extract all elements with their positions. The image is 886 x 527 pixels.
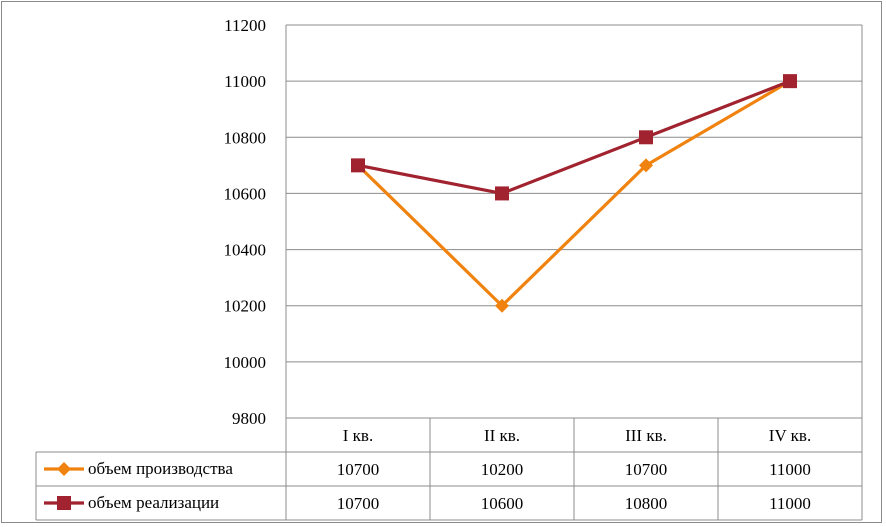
- series-lines: [351, 74, 797, 313]
- gridlines: [285, 24, 863, 419]
- category-label: III кв.: [625, 426, 667, 445]
- y-tick-label: 11000: [224, 72, 266, 91]
- data-point: [783, 74, 797, 89]
- category-label: II кв.: [484, 426, 520, 445]
- y-tick-label: 10200: [224, 297, 267, 316]
- data-table-cell: 11000: [769, 494, 811, 513]
- data-point: [495, 298, 509, 313]
- y-tick-label: 11200: [224, 16, 266, 35]
- y-tick-label: 10800: [224, 128, 267, 147]
- series-line-1: [356, 79, 791, 308]
- series-line-2: [357, 79, 791, 196]
- data-table-cell: 10800: [625, 494, 668, 513]
- data-table-cell: 10700: [625, 460, 668, 479]
- data-table-cell: 10600: [481, 494, 524, 513]
- data-table-cell: 11000: [769, 460, 811, 479]
- legend-label: объем реализации: [88, 493, 219, 512]
- y-tick-label: 9800: [232, 409, 266, 428]
- category-label: IV кв.: [769, 426, 811, 445]
- category-label: I кв.: [343, 426, 373, 445]
- y-tick-label: 10400: [224, 241, 267, 260]
- data-table-cell: 10700: [337, 494, 380, 513]
- data-point: [495, 186, 509, 201]
- y-axis: 9800 10000 10200 10400 10600 10800 11000 11200: [224, 16, 267, 428]
- legend-label: объем производства: [88, 459, 233, 478]
- data-table: I кв. II кв. III кв. IV кв. объем производст…: [35, 418, 863, 521]
- data-table-cell: 10200: [481, 460, 524, 479]
- data-point: [639, 158, 653, 173]
- data-table-cell: 10700: [337, 460, 380, 479]
- legend-key-marker: [57, 496, 71, 510]
- y-tick-label: 10000: [224, 353, 267, 372]
- data-point: [639, 130, 653, 145]
- legend-key-marker: [57, 462, 71, 476]
- y-tick-label: 10600: [224, 184, 267, 203]
- data-point: [351, 158, 365, 173]
